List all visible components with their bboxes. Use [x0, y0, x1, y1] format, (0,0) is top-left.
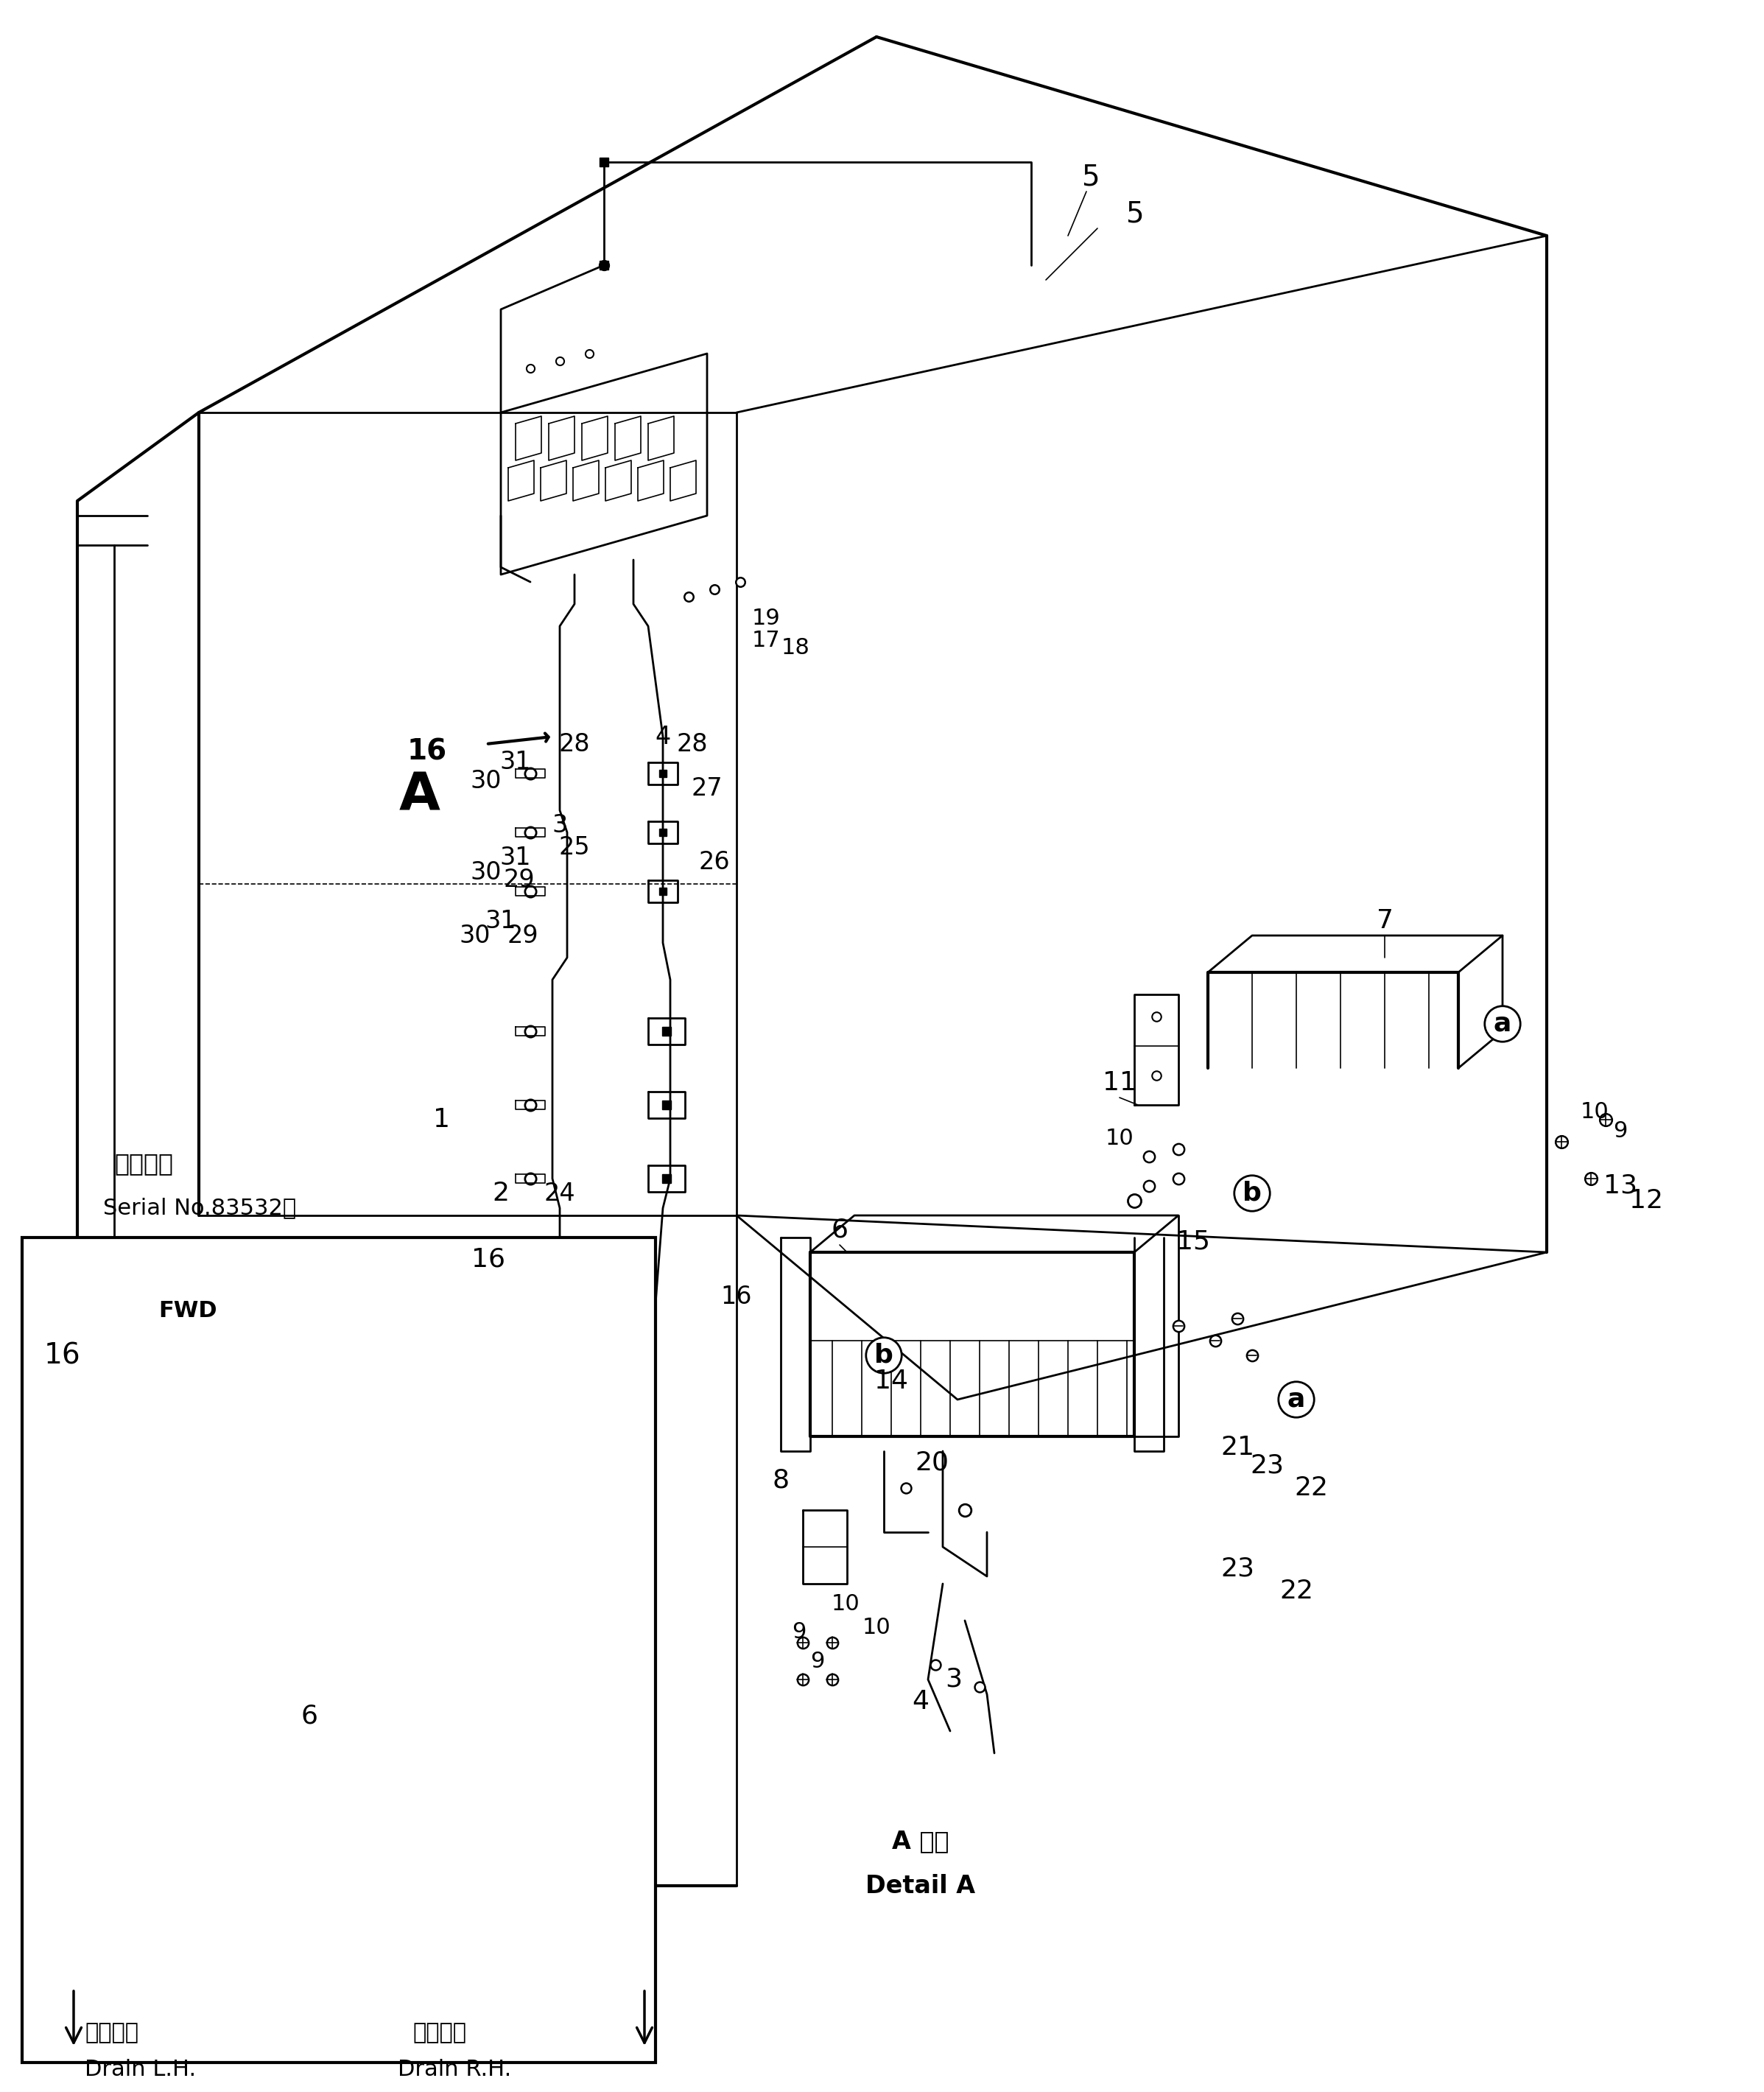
Text: b: b — [875, 1343, 893, 1368]
Text: 3: 3 — [552, 814, 568, 837]
Text: 6: 6 — [831, 1218, 848, 1243]
Text: 4: 4 — [654, 724, 670, 749]
Text: 30: 30 — [471, 860, 501, 885]
Bar — [23, 1238, 656, 2063]
Text: 23: 23 — [1221, 1556, 1254, 1582]
Text: 27: 27 — [691, 776, 723, 801]
Text: 23: 23 — [1251, 1454, 1284, 1479]
Text: Drain L.H.: Drain L.H. — [85, 2059, 196, 2082]
Text: 12: 12 — [1630, 1188, 1663, 1213]
Text: 6: 6 — [302, 1703, 318, 1728]
Text: 29: 29 — [508, 923, 538, 948]
Text: 適用号機: 適用号機 — [115, 1153, 173, 1176]
Text: 15: 15 — [1177, 1228, 1210, 1253]
Text: ドレン右: ドレン右 — [413, 2023, 466, 2044]
Text: 14: 14 — [875, 1368, 908, 1393]
Text: 24: 24 — [543, 1182, 575, 1205]
Text: 28: 28 — [559, 732, 591, 755]
Text: 31: 31 — [485, 908, 517, 933]
Text: 9: 9 — [792, 1621, 806, 1642]
Text: 16: 16 — [44, 1341, 81, 1370]
Text: 9: 9 — [810, 1651, 826, 1672]
Text: 29: 29 — [503, 868, 534, 893]
Text: 8: 8 — [773, 1469, 789, 1494]
Text: 2: 2 — [492, 1180, 510, 1205]
Text: 10: 10 — [1581, 1102, 1609, 1123]
Text: 21: 21 — [1221, 1435, 1254, 1460]
Text: Drain R.H.: Drain R.H. — [397, 2059, 512, 2082]
Text: 5: 5 — [1125, 199, 1143, 228]
Text: 22: 22 — [1279, 1579, 1312, 1605]
Text: 19: 19 — [751, 609, 780, 630]
Text: 1: 1 — [434, 1107, 450, 1132]
Text: 26: 26 — [699, 849, 730, 874]
Text: Detail A: Detail A — [866, 1874, 975, 1897]
Text: FWD: FWD — [159, 1301, 217, 1322]
Text: 5: 5 — [1081, 163, 1099, 190]
Text: 31: 31 — [499, 845, 531, 870]
Text: A: A — [399, 770, 441, 820]
Text: 17: 17 — [751, 630, 780, 651]
Text: 13: 13 — [1603, 1174, 1637, 1199]
Text: b: b — [1242, 1180, 1261, 1205]
Text: 25: 25 — [559, 835, 591, 860]
Text: 20: 20 — [916, 1450, 949, 1475]
Text: 16: 16 — [471, 1247, 505, 1272]
Text: 22: 22 — [1295, 1475, 1328, 1500]
Text: 3: 3 — [946, 1667, 963, 1692]
Text: 7: 7 — [1376, 908, 1394, 933]
Text: 4: 4 — [912, 1688, 930, 1713]
Text: 16: 16 — [721, 1284, 751, 1310]
Text: 11: 11 — [1102, 1071, 1136, 1096]
Text: 10: 10 — [831, 1594, 859, 1615]
Text: 10: 10 — [1106, 1128, 1134, 1149]
Text: 31: 31 — [499, 751, 531, 774]
Text: 16: 16 — [407, 736, 446, 766]
Text: 30: 30 — [459, 923, 490, 948]
Text: a: a — [1288, 1387, 1305, 1412]
Text: A 詳細: A 詳細 — [893, 1828, 949, 1854]
Text: 28: 28 — [677, 732, 707, 755]
Text: ドレン左: ドレン左 — [85, 2023, 138, 2044]
Text: 18: 18 — [781, 638, 810, 659]
Text: 10: 10 — [863, 1617, 891, 1638]
Text: a: a — [1494, 1010, 1512, 1036]
Text: 30: 30 — [471, 768, 501, 793]
Text: 9: 9 — [1614, 1119, 1628, 1142]
Text: Serial No.83532～: Serial No.83532～ — [102, 1197, 296, 1220]
